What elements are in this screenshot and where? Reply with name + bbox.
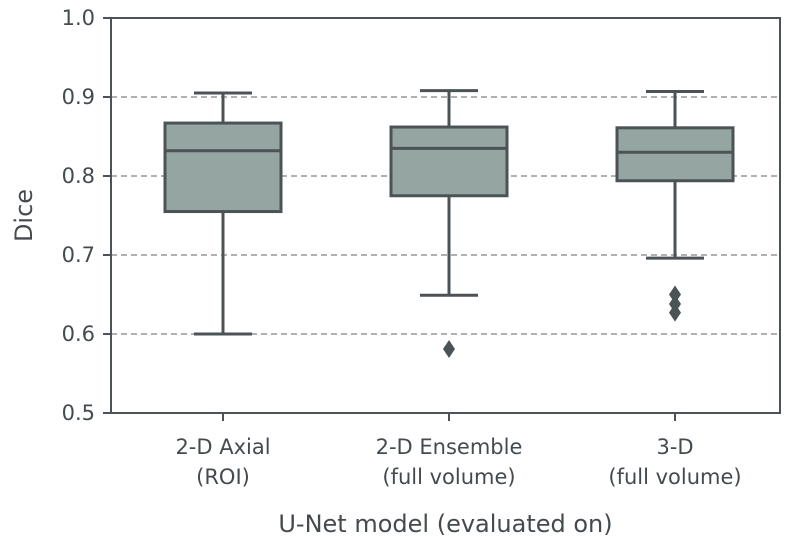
box-group [163,91,283,336]
y-tick-label: 0.9 [62,85,95,109]
plot-frame [110,17,781,414]
iqr-box [389,125,509,198]
outlier-point [669,285,681,304]
boxes [163,89,735,359]
x-tick-label-line1: 2-D Ensemble [376,435,523,459]
box-group [615,89,735,322]
x-axis-label: U-Net model (evaluated on) [278,510,612,538]
x-tick-label-line1: 3-D [656,435,693,459]
outlier-point [443,340,455,359]
box-group [389,89,509,359]
y-tick-label: 0.7 [62,243,95,267]
outlier-point [669,303,681,322]
x-tick-label-line2: (full volume) [608,465,741,489]
y-axis-label: Dice [10,189,38,242]
y-tick-label: 1.0 [62,6,95,30]
y-tick-label: 0.5 [62,401,95,425]
x-tick-label-line2: (ROI) [196,465,250,489]
x-tick-label-line2: (full volume) [382,465,515,489]
x-tick-label-line1: 2-D Axial [175,435,270,459]
x-axis-ticks: 2-D Axial (ROI) 2-D Ensemble (full volume) 3… [175,413,742,489]
iqr-box [163,121,283,214]
iqr-box [615,126,735,183]
y-tick-label: 0.8 [62,164,95,188]
y-axis-ticks: 0.5 0.6 0.7 0.8 0.9 1.0 [62,6,111,425]
y-tick-label: 0.6 [62,322,95,346]
